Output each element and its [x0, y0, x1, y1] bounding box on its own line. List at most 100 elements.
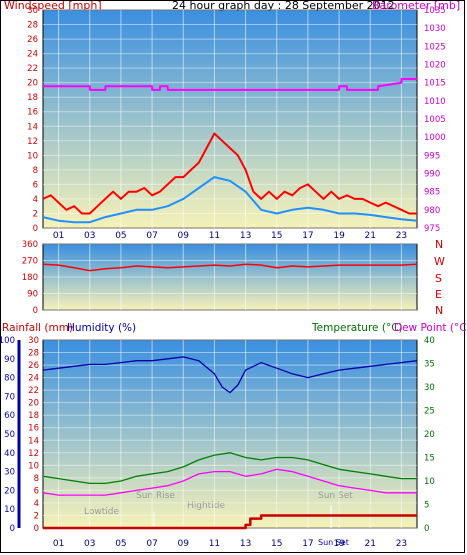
humidity-tick-label: 60: [4, 411, 15, 421]
humidity-tick-label: 20: [4, 486, 15, 496]
windspeed-tick-label: 20: [27, 79, 38, 89]
rainfall-tick-label: 8: [34, 474, 39, 484]
x-tick-label: 21: [365, 231, 376, 241]
barometer-tick-label: 980: [424, 206, 440, 216]
rainfall-tick-label: 4: [34, 499, 39, 509]
humidity-tick-label: 50: [4, 430, 15, 440]
humidity-tick-label: 70: [4, 392, 15, 402]
temperature-tick-label: 30: [424, 383, 435, 393]
x-tick-label: 03: [84, 231, 95, 241]
direction-tick-label: 180: [22, 273, 38, 283]
direction-letter-n1: N: [435, 238, 443, 251]
windspeed-line: [42, 132, 417, 215]
x-tick-label: 13: [240, 539, 251, 549]
barometer-tick-label: 1015: [424, 79, 446, 89]
windspeed-tick-label: 4: [33, 195, 38, 205]
direction-letter-s: S: [435, 272, 442, 285]
x-tick-label: 11: [209, 231, 220, 241]
barometer-tick-label: 990: [424, 170, 440, 180]
humidity-line: [42, 356, 418, 394]
rainfall-tick-label: 24: [28, 374, 39, 384]
temperature-tick-label: 20: [424, 430, 435, 440]
rainfall-tick-label: 14: [28, 436, 39, 446]
rainfall-tick-label: 6: [34, 486, 39, 496]
humidity-tick-label: 0: [10, 524, 15, 534]
windspeed-tick-label: 18: [27, 93, 38, 103]
grid-lines: [17, 9, 417, 529]
x-tick-label: 01: [53, 231, 64, 241]
humidity-tick-label: 10: [4, 505, 15, 515]
x-tick-label: 23: [396, 539, 407, 549]
panel3-plot-area: [42, 339, 418, 529]
x-tick-label: 09: [178, 231, 190, 241]
x-tick-label: 15: [271, 231, 282, 241]
dewpoint-axis-label: Dew Point (°C): [394, 322, 467, 334]
barometer-tick-label: 1005: [424, 115, 446, 125]
windspeed-tick-label: 12: [27, 137, 38, 147]
data-series: [42, 78, 418, 530]
direction-letter-e: E: [435, 288, 442, 301]
temperature-tick-label: 25: [424, 407, 435, 417]
temperature-line: [42, 452, 417, 485]
barometer-tick-label: 1035: [424, 6, 446, 16]
rainfall-tick-label: 12: [28, 449, 39, 459]
barometer-tick-label: 995: [424, 151, 440, 161]
temperature-tick-label: 35: [424, 360, 435, 370]
temperature-tick-label: 5: [424, 501, 429, 511]
windspeed-tick-label: 0: [33, 224, 38, 234]
humidity-tick-label: 30: [4, 468, 15, 478]
temperature-tick-label: 15: [424, 454, 435, 464]
rainfall-tick-label: 16: [28, 424, 39, 434]
humidity-tick-label: 40: [4, 449, 15, 459]
panel2-plot-area: [42, 243, 418, 311]
annotation-sunset-bottom: Sun Set: [318, 538, 349, 547]
rainfall-tick-label: 22: [28, 386, 39, 396]
barometer-axis-label: Barometer [mb]: [372, 0, 460, 12]
direction-letter-w: W: [434, 255, 445, 268]
x-tick-label: 19: [333, 231, 345, 241]
rainfall-tick-label: 20: [28, 399, 39, 409]
x-tick-label: 05: [115, 231, 126, 241]
x-tick-label: 09: [178, 539, 190, 549]
annotation-sunset: Sun Set: [318, 491, 353, 501]
direction-tick-label: 270: [22, 257, 38, 267]
dewpoint-line: [42, 468, 417, 496]
temperature-tick-label: 0: [424, 524, 429, 534]
x-tick-label: 15: [271, 539, 282, 549]
panel1-plot-area: [42, 9, 418, 229]
direction-tick-label: 0: [33, 306, 38, 316]
barometer-tick-label: 1000: [424, 133, 446, 143]
rainfall-tick-label: 2: [34, 511, 39, 521]
windspeed-tick-label: 16: [27, 108, 38, 118]
windspeed-tick-label: 30: [27, 6, 38, 16]
rainfall-line: [43, 514, 417, 530]
temperature-tick-label: 10: [424, 477, 435, 487]
direction-letter-n2: N: [435, 304, 443, 317]
humidity-tick-label: 80: [4, 374, 15, 384]
axis-tick-labels: 01 03 05 07 09 11 13 15 17 19 21 230246810121416182…: [0, 6, 446, 549]
rainfall-tick-label: 0: [34, 524, 39, 534]
annotation-hightide: Hightide: [187, 501, 225, 511]
barometer-tick-label: 975: [424, 224, 440, 234]
humidity-tick-label: 90: [4, 355, 15, 365]
barometer-tick-label: 1025: [424, 42, 446, 52]
windspeed-tick-label: 14: [27, 122, 38, 132]
x-tick-label: 21: [365, 539, 376, 549]
x-tick-label: 03: [84, 539, 95, 549]
rainfall-tick-label: 10: [28, 461, 39, 471]
x-tick-label: 19: [333, 539, 345, 549]
rainfall-tick-label: 18: [28, 411, 39, 421]
x-tick-label: 01: [53, 539, 64, 549]
chart-title: 24 hour graph day : 28 September 2012: [172, 0, 395, 12]
temperature-axis-label: Temperature (°C): [311, 322, 403, 334]
windspeed-tick-label: 2: [33, 209, 38, 219]
direction-tick-label: 90: [27, 290, 38, 300]
x-tick-label: 11: [209, 539, 220, 549]
rainfall-tick-label: 30: [28, 336, 39, 346]
direction-tick-label: 360: [22, 240, 38, 250]
x-tick-label: 13: [240, 231, 251, 241]
temperature-tick-label: 40: [424, 336, 435, 346]
humidity-axis-label: Humidity (%): [67, 322, 136, 334]
